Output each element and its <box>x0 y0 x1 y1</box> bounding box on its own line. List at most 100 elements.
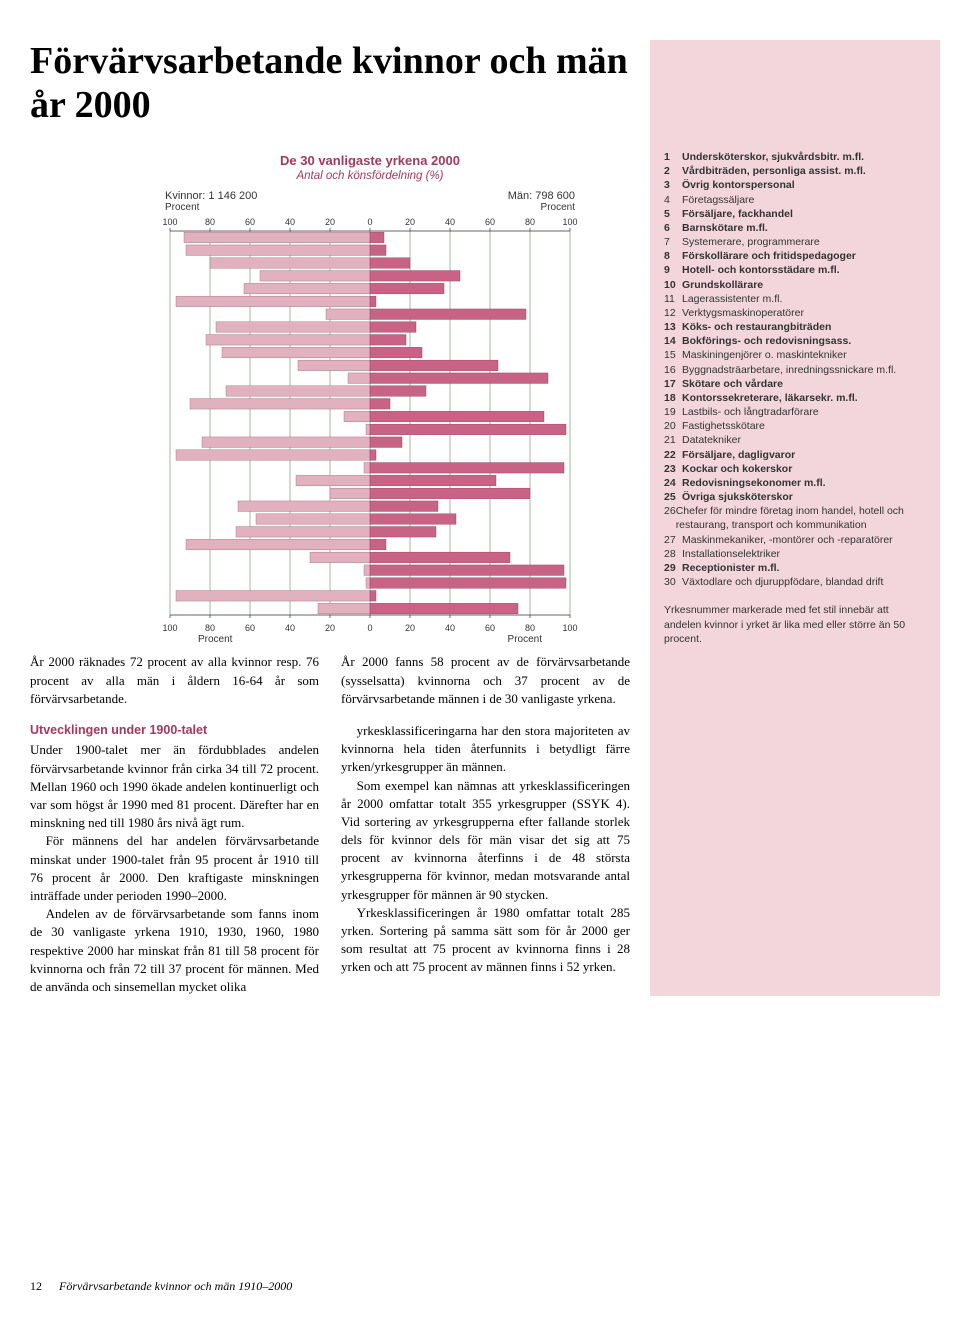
legend-label: Systemerare, programmerare <box>682 235 820 249</box>
chart-meta: Kvinnor: 1 146 200 Män: 798 600 <box>135 190 605 202</box>
legend-num: 22 <box>664 448 682 462</box>
legend-label: Bokförings- och redovisningsass. <box>682 334 851 348</box>
legend-label: Kontorssekreterare, läkarsekr. m.fl. <box>682 391 858 405</box>
legend-label: Receptionister m.fl. <box>682 561 779 575</box>
chart-title: De 30 vanligaste yrkena 2000 <box>135 153 605 168</box>
legend-row: 22Försäljare, dagligvaror <box>664 448 926 462</box>
text-columns: År 2000 räknades 72 procent av alla kvin… <box>30 653 630 996</box>
svg-text:60: 60 <box>245 623 255 633</box>
legend-row: 28Installationselektriker <box>664 547 926 561</box>
legend-label: Hotell- och kontorsstädare m.fl. <box>682 263 840 277</box>
legend-num: 12 <box>664 306 682 320</box>
legend-num: 24 <box>664 476 682 490</box>
legend-row: 16Byggnadsträarbetare, inredningssnickar… <box>664 363 926 377</box>
legend-num: 1 <box>664 150 682 164</box>
chart-left-header: Kvinnor: 1 146 200 <box>165 190 257 202</box>
chart-block: De 30 vanligaste yrkena 2000 Antal och k… <box>135 153 605 643</box>
legend-row: 11Lagerassistenter m.fl. <box>664 292 926 306</box>
legend-num: 6 <box>664 221 682 235</box>
legend-num: 16 <box>664 363 682 377</box>
legend-num: 7 <box>664 235 682 249</box>
legend-label: Kockar och kokerskor <box>682 462 792 476</box>
svg-text:100: 100 <box>162 623 177 633</box>
legend-num: 26 <box>664 504 676 532</box>
svg-text:80: 80 <box>525 217 535 227</box>
body-para: Som exempel kan nämnas att yrkesklassifi… <box>341 777 630 904</box>
body-para: yrkesklassificeringarna har den stora ma… <box>341 722 630 777</box>
legend-label: Övriga sjuksköterskor <box>682 490 793 504</box>
svg-text:80: 80 <box>205 217 215 227</box>
legend-num: 25 <box>664 490 682 504</box>
legend-row: 27Maskinmekaniker, -montörer och -repara… <box>664 533 926 547</box>
text-col-left: År 2000 räknades 72 procent av alla kvin… <box>30 653 319 996</box>
legend-row: 8Förskollärare och fritidspedagoger <box>664 249 926 263</box>
legend-row: 29Receptionister m.fl. <box>664 561 926 575</box>
legend-row: 20Fastighetsskötare <box>664 419 926 433</box>
legend-label: Datatekniker <box>682 433 741 447</box>
axis-label: Procent <box>541 202 575 213</box>
legend-row: 2Vårdbiträden, personliga assist. m.fl. <box>664 164 926 178</box>
footer-title: Förvärvsarbetande kvinnor och män 1910–2… <box>59 1279 292 1293</box>
legend-sidebar: 1Undersköterskor, sjukvårdsbitr. m.fl.2V… <box>650 40 940 996</box>
legend-row: 30Växtodlare och djuruppfödare, blandad … <box>664 575 926 589</box>
legend-label: Undersköterskor, sjukvårdsbitr. m.fl. <box>682 150 864 164</box>
legend-row: 10Grundskollärare <box>664 278 926 292</box>
legend-row: 5Försäljare, fackhandel <box>664 207 926 221</box>
legend-row: 1Undersköterskor, sjukvårdsbitr. m.fl. <box>664 150 926 164</box>
svg-text:40: 40 <box>285 623 295 633</box>
page: Förvärvsarbetande kvinnor och män år 200… <box>0 0 960 996</box>
legend-label: Skötare och vårdare <box>682 377 783 391</box>
legend-row: 14Bokförings- och redovisningsass. <box>664 334 926 348</box>
legend-label: Installationselektriker <box>682 547 780 561</box>
legend-label: Barnskötare m.fl. <box>682 221 768 235</box>
legend-label: Lastbils- och långtradarförare <box>682 405 819 419</box>
section-heading: Utvecklingen under 1900-talet <box>30 722 319 740</box>
svg-text:100: 100 <box>162 217 177 227</box>
page-title: Förvärvsarbetande kvinnor och män år 200… <box>30 40 630 127</box>
svg-text:40: 40 <box>445 623 455 633</box>
main-column: Förvärvsarbetande kvinnor och män år 200… <box>30 40 650 996</box>
svg-text:20: 20 <box>325 217 335 227</box>
legend-row: 26Chefer för mindre företag inom handel,… <box>664 504 926 532</box>
caption-left: År 2000 räknades 72 procent av alla kvin… <box>30 653 319 708</box>
legend-row: 4Företagssäljare <box>664 193 926 207</box>
body-para: Andelen av de förvärvsarbetande som fann… <box>30 905 319 996</box>
legend-label: Försäljare, dagligvaror <box>682 448 795 462</box>
legend-label: Maskiningenjörer o. maskintekniker <box>682 348 847 362</box>
legend-row: 9Hotell- och kontorsstädare m.fl. <box>664 263 926 277</box>
chart-subtitle: Antal och könsfördelning (%) <box>135 170 605 182</box>
legend-num: 30 <box>664 575 682 589</box>
legend-num: 3 <box>664 178 682 192</box>
legend-num: 13 <box>664 320 682 334</box>
svg-text:100: 100 <box>562 217 577 227</box>
body-para: Under 1900-talet mer än fördubblades and… <box>30 741 319 832</box>
legend-num: 4 <box>664 193 682 207</box>
legend-num: 15 <box>664 348 682 362</box>
chart-right-header: Män: 798 600 <box>508 190 575 202</box>
legend-num: 17 <box>664 377 682 391</box>
legend-row: 17Skötare och vårdare <box>664 377 926 391</box>
legend-num: 18 <box>664 391 682 405</box>
legend-label: Vårdbiträden, personliga assist. m.fl. <box>682 164 866 178</box>
legend-num: 2 <box>664 164 682 178</box>
legend-label: Övrig kontorspersonal <box>682 178 795 192</box>
svg-text:0: 0 <box>367 217 372 227</box>
legend-num: 19 <box>664 405 682 419</box>
svg-text:20: 20 <box>325 623 335 633</box>
svg-text:60: 60 <box>245 217 255 227</box>
legend-label: Växtodlare och djuruppfödare, blandad dr… <box>682 575 883 589</box>
legend-row: 15Maskiningenjörer o. maskintekniker <box>664 348 926 362</box>
legend-note: Yrkesnummer markerade med fet stil inneb… <box>664 603 926 646</box>
svg-text:100: 100 <box>562 623 577 633</box>
legend-num: 11 <box>664 292 682 306</box>
legend-row: 12Verktygsmaskinoperatörer <box>664 306 926 320</box>
legend-label: Grundskollärare <box>682 278 763 292</box>
legend-row: 3Övrig kontorspersonal <box>664 178 926 192</box>
legend-num: 28 <box>664 547 682 561</box>
legend-num: 14 <box>664 334 682 348</box>
svg-text:40: 40 <box>285 217 295 227</box>
legend-num: 9 <box>664 263 682 277</box>
axis-label: Procent <box>165 202 199 213</box>
legend-num: 8 <box>664 249 682 263</box>
legend-label: Redovisningsekonomer m.fl. <box>682 476 826 490</box>
